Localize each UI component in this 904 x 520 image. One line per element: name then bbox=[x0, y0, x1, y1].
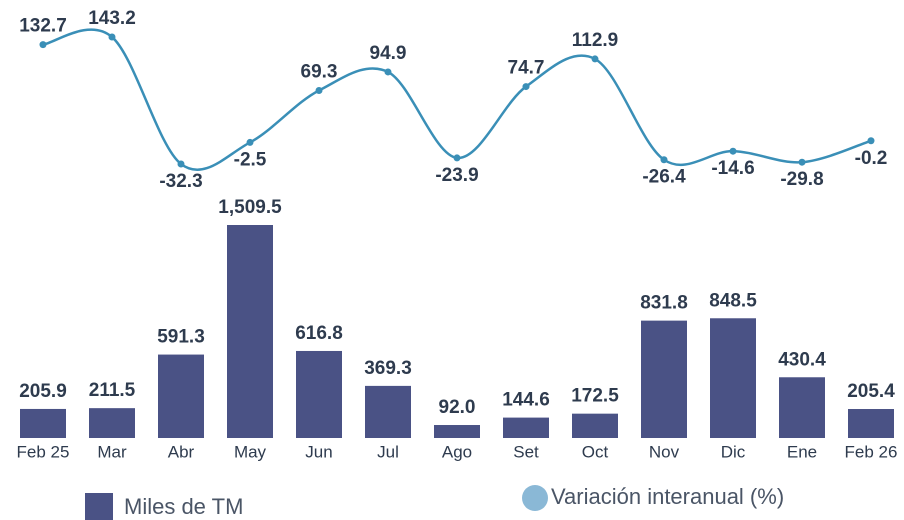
line-point bbox=[522, 83, 530, 91]
bar bbox=[641, 320, 687, 438]
x-tick-label: Jun bbox=[305, 442, 332, 461]
line-value-label: 74.7 bbox=[508, 58, 545, 79]
line-value-label: -23.9 bbox=[435, 165, 478, 186]
line-point bbox=[108, 33, 116, 41]
bar bbox=[296, 350, 342, 438]
line-value-label: -29.8 bbox=[780, 169, 823, 190]
bar-value-label: 205.9 bbox=[19, 381, 67, 402]
x-tick-label: Set bbox=[513, 442, 539, 461]
bar-value-label: 144.6 bbox=[502, 390, 550, 411]
bar bbox=[848, 409, 894, 438]
bar bbox=[503, 417, 549, 438]
line-point bbox=[177, 160, 185, 168]
bar bbox=[710, 318, 756, 438]
bar bbox=[20, 408, 66, 438]
bar bbox=[89, 408, 135, 438]
line-point bbox=[246, 138, 254, 146]
bar-value-label: 211.5 bbox=[89, 380, 136, 401]
bar bbox=[227, 225, 273, 438]
line-value-label: 112.9 bbox=[572, 30, 619, 51]
line-point bbox=[315, 86, 323, 94]
legend-label: Miles de TM bbox=[124, 494, 243, 519]
x-tick-label: Oct bbox=[582, 442, 609, 461]
x-tick-label: Abr bbox=[168, 442, 195, 461]
bar-value-label: 430.4 bbox=[778, 349, 826, 370]
x-tick-label: Feb 25 bbox=[17, 442, 70, 461]
line-value-label: 143.2 bbox=[88, 8, 136, 29]
line-value-label: 94.9 bbox=[370, 43, 407, 64]
legend-swatch bbox=[522, 485, 548, 511]
line-value-label: -0.2 bbox=[855, 148, 888, 169]
legend-label: Variación interanual (%) bbox=[551, 484, 784, 509]
x-tick-label: Jul bbox=[377, 442, 399, 461]
bar-value-label: 1,509.5 bbox=[218, 197, 282, 218]
x-tick-label: Mar bbox=[97, 442, 127, 461]
bar bbox=[434, 425, 480, 438]
line-value-label: -2.5 bbox=[234, 149, 267, 170]
bar-value-label: 172.5 bbox=[571, 386, 619, 407]
line-point bbox=[453, 154, 461, 162]
x-tick-label: Ago bbox=[442, 442, 472, 461]
line bbox=[42, 28, 872, 171]
bar bbox=[779, 377, 825, 438]
line-value-label: -32.3 bbox=[159, 171, 202, 192]
bar-value-label: 831.8 bbox=[640, 293, 688, 314]
line-point bbox=[729, 147, 737, 155]
bar-value-label: 848.5 bbox=[709, 290, 757, 311]
x-tick-label: May bbox=[234, 442, 267, 461]
bar-value-label: 591.3 bbox=[157, 327, 205, 348]
bar bbox=[365, 385, 411, 438]
line-point bbox=[39, 41, 47, 49]
bar-value-label: 92.0 bbox=[439, 397, 476, 418]
line-point bbox=[867, 137, 875, 145]
x-tick-label: Ene bbox=[787, 442, 817, 461]
line-value-label: -14.6 bbox=[711, 158, 754, 179]
line-point bbox=[591, 55, 599, 63]
line-value-label: 132.7 bbox=[19, 16, 67, 37]
bar bbox=[158, 354, 204, 438]
line-point bbox=[384, 68, 392, 76]
bar bbox=[572, 413, 618, 438]
bar-value-label: 616.8 bbox=[295, 323, 343, 344]
legend-swatch bbox=[85, 493, 113, 520]
line-value-label: -26.4 bbox=[642, 167, 686, 188]
x-tick-label: Dic bbox=[721, 442, 746, 461]
x-tick-label: Feb 26 bbox=[845, 442, 898, 461]
line-point bbox=[660, 156, 668, 164]
bar-value-label: 369.3 bbox=[364, 358, 412, 379]
x-tick-label: Nov bbox=[649, 442, 680, 461]
bar-value-label: 205.4 bbox=[847, 381, 895, 402]
line-value-label: 69.3 bbox=[301, 61, 338, 82]
line-point bbox=[798, 158, 806, 166]
